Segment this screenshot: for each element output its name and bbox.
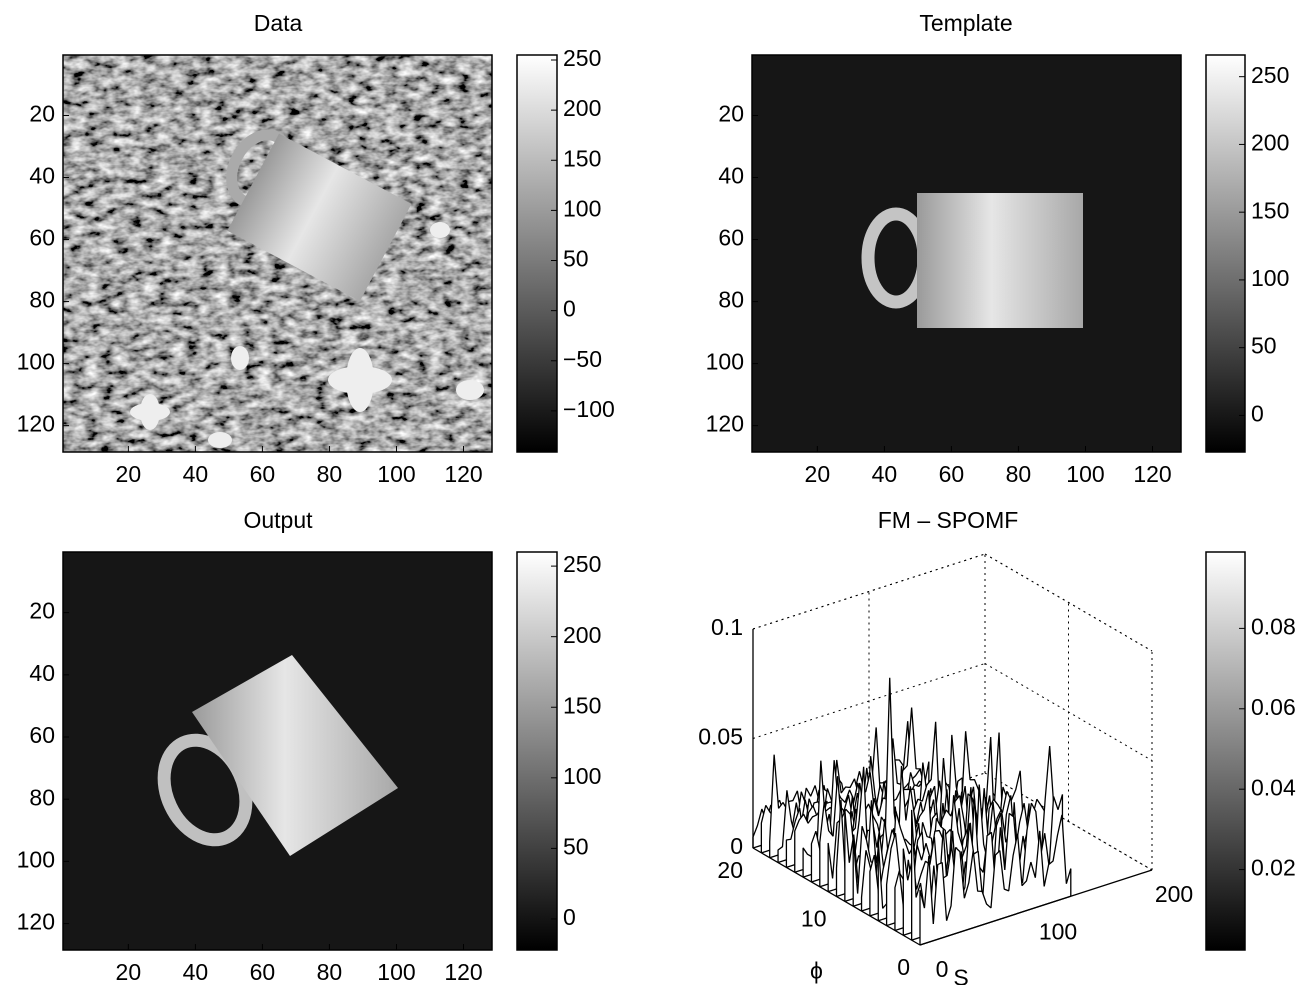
colorbar-tick-label: 50 [563,246,589,272]
y-tick-label: 20 [29,598,55,624]
x-tick-label: 40 [872,461,898,487]
z-tick-label: 0 [730,833,743,859]
colorbar-tick-label: −50 [563,346,602,372]
image-data [63,55,492,452]
y-tick-label: 20 [29,101,55,127]
colorbar-tick-label: 150 [563,145,601,171]
colorbar-tick-label: 250 [563,551,601,577]
y-axis-label: ϕ [810,958,823,984]
colorbar [517,55,557,452]
x-tick-label: 20 [116,959,142,985]
y-tick-label: 100 [706,349,744,375]
colorbar [1206,552,1245,950]
colorbar-tick-label: 0.08 [1251,613,1296,639]
y-tick-label: 120 [706,411,744,437]
y-tick-label: 20 [717,857,743,883]
x-tick-label: 0 [936,956,949,982]
x-tick-label: 100 [1039,919,1077,945]
y-tick-label: 60 [718,225,744,251]
x-tick-label: 120 [444,959,482,985]
x-tick-label: 120 [444,461,482,487]
grid-line [753,664,985,739]
colorbar-tick-label: 250 [563,45,601,71]
colorbar-tick-label: 0.06 [1251,694,1296,720]
y-tick-label: 60 [29,722,55,748]
x-tick-label: 80 [1006,461,1032,487]
x-tick-label: 20 [805,461,831,487]
image-template [752,55,1181,452]
x-tick-label: 100 [377,461,415,487]
panel-title: FM – SPOMF [878,507,1019,533]
colorbar-tick-label: 200 [1251,130,1289,156]
y-tick-label: 100 [17,846,55,872]
y-tick-label: 120 [17,909,55,935]
panel-title: Output [243,507,313,533]
colorbar-tick-label: 50 [1251,333,1277,359]
x-tick-label: 60 [250,461,276,487]
x-tick-label: 80 [317,461,343,487]
x-tick-label: 200 [1155,881,1193,907]
colorbar-tick-label: 200 [563,622,601,648]
colorbar-tick-label: 100 [563,195,601,221]
grid-line [985,554,1152,651]
colorbar-tick-label: 0 [1251,400,1264,426]
colorbar-tick-label: 0.04 [1251,774,1296,800]
x-tick-label: 100 [377,959,415,985]
colorbar-tick-label: 0 [563,296,576,322]
y-tick-label: 40 [29,163,55,189]
y-tick-label: 40 [718,163,744,189]
colorbar-tick-label: −100 [563,396,615,422]
figure: Data2040608010012020406080100120−100−500… [0,0,1308,985]
y-tick-label: 0 [897,954,910,980]
grid-line [985,664,1152,761]
x-tick-label: 60 [250,959,276,985]
panel-title: Data [254,10,303,36]
panel-title: Template [919,10,1012,36]
colorbar-tick-label: 250 [1251,62,1289,88]
x-tick-label: 40 [183,959,209,985]
colorbar-tick-label: 50 [563,833,589,859]
x-tick-label: 40 [183,461,209,487]
colorbar-tick-label: 0 [563,904,576,930]
colorbar-tick-label: 0.02 [1251,855,1296,881]
y-tick-label: 10 [801,906,827,932]
x-tick-label: 80 [317,959,343,985]
colorbar-tick-label: 150 [563,692,601,718]
y-tick-label: 120 [17,411,55,437]
z-tick-label: 0.05 [698,724,743,750]
y-tick-label: 80 [718,287,744,313]
x-tick-label: 100 [1066,461,1104,487]
colorbar-tick-label: 100 [563,763,601,789]
y-tick-label: 100 [17,349,55,375]
colorbar-tick-label: 100 [1251,265,1289,291]
y-tick-label: 80 [29,287,55,313]
z-tick-label: 0.1 [711,614,743,640]
y-tick-label: 20 [718,101,744,127]
x-axis-label: S [953,965,968,985]
x-tick-label: 60 [939,461,965,487]
y-tick-label: 40 [29,660,55,686]
colorbar [517,552,557,950]
y-tick-label: 80 [29,784,55,810]
colorbar-tick-label: 150 [1251,197,1289,223]
x-tick-label: 120 [1133,461,1171,487]
colorbar [1206,55,1245,452]
x-tick-label: 20 [116,461,142,487]
image-output [63,552,492,950]
colorbar-tick-label: 200 [563,95,601,121]
y-tick-label: 60 [29,225,55,251]
